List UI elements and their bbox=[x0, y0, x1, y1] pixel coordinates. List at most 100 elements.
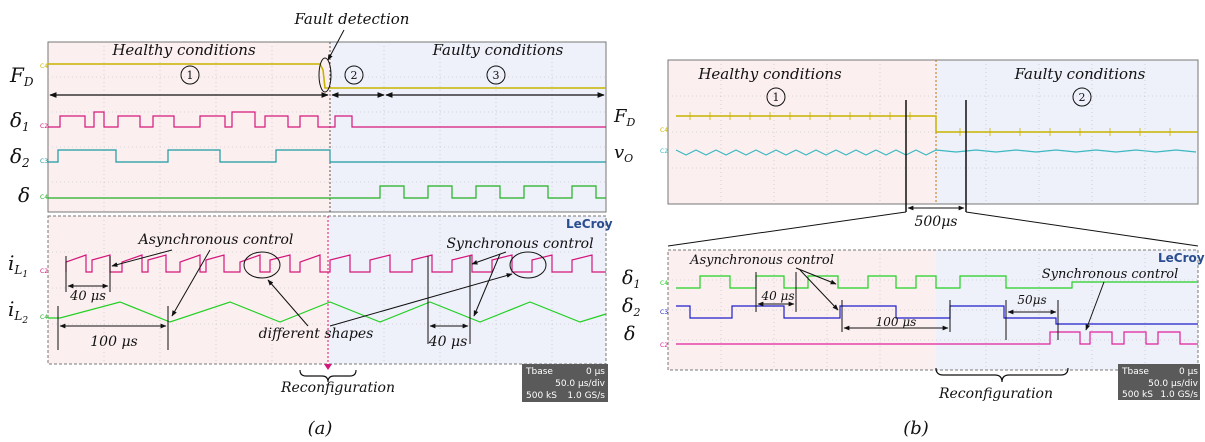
b-tbase: Tbase bbox=[1121, 367, 1149, 377]
b-timebase-box bbox=[1118, 364, 1200, 400]
b-zoom-proj-right bbox=[965, 211, 1199, 247]
a-healthy-region-b bbox=[48, 216, 330, 364]
a-label-il2: iL2 bbox=[8, 297, 28, 326]
b-sync-arrow bbox=[1085, 281, 1105, 331]
b-tbase-val: 0 μs bbox=[1179, 367, 1198, 377]
b-tag-c4: C4 bbox=[660, 127, 668, 134]
a-trace-fd bbox=[48, 63, 606, 89]
a-div: 50.0 μs/div bbox=[555, 379, 606, 389]
a-shape-ellipse-1 bbox=[243, 251, 281, 279]
a-trace-delta1 bbox=[48, 111, 606, 128]
b-label-delta2: δ2 bbox=[622, 295, 640, 319]
b-async-arrow-2 bbox=[799, 269, 839, 311]
b-trace-vo bbox=[675, 149, 1197, 156]
a-async-label: Asynchronous control bbox=[137, 232, 294, 248]
b-trace-delta bbox=[676, 331, 1198, 345]
a-interval-2: 2 bbox=[351, 69, 358, 82]
a-interval-1-circle bbox=[180, 65, 200, 85]
a-diff-arrow-2 bbox=[329, 273, 513, 327]
a-fault-detection-ellipse bbox=[318, 57, 332, 93]
b-samples: 500 kS bbox=[1122, 390, 1153, 400]
a-t40b: 40 μs bbox=[428, 334, 468, 350]
a-interval-1: 1 bbox=[187, 69, 194, 82]
a-diff-arrow-1 bbox=[267, 279, 309, 327]
a-sync-arrow-2 bbox=[473, 253, 501, 317]
b-sync-label: Synchronous control bbox=[1042, 267, 1179, 282]
a-trace-delta bbox=[48, 185, 606, 199]
b-interval-1: 1 bbox=[773, 91, 780, 104]
b-faulty-region-b bbox=[936, 250, 1198, 370]
b-interval-2: 2 bbox=[1079, 91, 1086, 104]
b-brand: LeCroy bbox=[1158, 251, 1205, 265]
a-shape-ellipse-2 bbox=[509, 251, 547, 279]
b-zoom-proj-left bbox=[667, 211, 907, 247]
a-tag-c4: C4 bbox=[40, 63, 48, 70]
a-async-arrow-2 bbox=[171, 249, 211, 317]
a-tag-c4c: C4 bbox=[40, 314, 48, 321]
b-interval-2-circle bbox=[1072, 87, 1092, 107]
a-fault-detection-arrow bbox=[327, 29, 345, 61]
b-interval-1-circle bbox=[766, 87, 786, 107]
a-reconfig-brace bbox=[299, 369, 357, 383]
b-tag-c3: C3 bbox=[660, 309, 668, 316]
b-fd-spikes bbox=[689, 112, 1171, 136]
a-caption: (a) bbox=[308, 418, 333, 439]
b-async-arrow-1 bbox=[795, 267, 837, 285]
b-caption: (b) bbox=[903, 418, 929, 439]
b-trace-fd bbox=[676, 115, 1198, 133]
a-tag-c3: C3 bbox=[40, 158, 48, 165]
b-healthy-title: Healthy conditions bbox=[697, 65, 842, 83]
a-label-il1: iL1 bbox=[8, 251, 28, 280]
a-trigger-marker bbox=[324, 364, 332, 370]
a-samples: 500 kS bbox=[526, 391, 557, 401]
a-healthy-title: Healthy conditions bbox=[111, 41, 256, 59]
a-tbase: Tbase bbox=[525, 367, 553, 377]
a-t40a: 40 μs bbox=[69, 289, 106, 304]
a-interval-2-circle bbox=[344, 65, 364, 85]
a-label-delta1: δ1 bbox=[10, 108, 30, 134]
b-trace-delta2 bbox=[676, 305, 1198, 325]
b-tag-c4b: C4 bbox=[660, 280, 668, 287]
a-sync-arrow-1 bbox=[471, 251, 507, 265]
a-tag-c2: C2 bbox=[40, 123, 48, 130]
b-reconfig: Reconfiguration bbox=[938, 386, 1053, 402]
b-label-delta: δ bbox=[624, 323, 635, 345]
a-tag-c2b: C2 bbox=[40, 268, 48, 275]
a-trace-delta2 bbox=[48, 149, 606, 163]
a-faulty-title: Faulty conditions bbox=[432, 41, 564, 59]
b-t50: 50μs bbox=[1017, 293, 1046, 307]
a-channel-tags: C4 C2 C3 C4 C2 C4 bbox=[40, 63, 48, 321]
a-tbase-val: 0 μs bbox=[586, 367, 605, 377]
a-diff-shapes: different shapes bbox=[259, 326, 374, 342]
b-div: 50.0 μs/div bbox=[1148, 379, 1199, 389]
b-faulty-title: Faulty conditions bbox=[1014, 65, 1146, 83]
a-timebase-box bbox=[522, 364, 608, 402]
b-zoom-label: 500μs bbox=[914, 214, 957, 230]
b-trace-delta1 bbox=[676, 275, 1198, 289]
b-tag-c2: C2 bbox=[660, 148, 668, 155]
b-grid-top bbox=[668, 60, 1198, 204]
a-label-fd: FD bbox=[9, 63, 34, 89]
b-reconfig-brace bbox=[935, 367, 1069, 383]
a-fault-detection: Fault detection bbox=[294, 10, 410, 28]
b-tag-c2b: C2 bbox=[660, 342, 668, 349]
b-rate: 1.0 GS/s bbox=[1160, 390, 1198, 400]
a-label-delta2: δ2 bbox=[10, 144, 30, 170]
a-interval-3-circle bbox=[486, 65, 506, 85]
b-t40: 40 μs bbox=[760, 289, 794, 303]
a-t100: 100 μs bbox=[90, 334, 137, 350]
a-rate: 1.0 GS/s bbox=[567, 391, 605, 401]
b-grid-bottom bbox=[668, 250, 1198, 370]
a-sync-label: Synchronous control bbox=[446, 236, 593, 252]
b-t100: 100 μs bbox=[876, 315, 917, 329]
a-brand: LeCroy bbox=[566, 217, 613, 231]
b-async-label: Asynchronous control bbox=[689, 253, 834, 268]
panel-a: LeCroy Tbase 0 μs 50.0 μs/div 500 kS 1.0… bbox=[8, 10, 636, 439]
a-tag-c4b: C4 bbox=[40, 194, 48, 201]
a-trace-il2 bbox=[48, 301, 607, 323]
a-label-right-vo: vO bbox=[614, 142, 633, 165]
a-label-delta: δ bbox=[18, 183, 30, 207]
a-interval-3: 3 bbox=[493, 69, 500, 82]
panel-b: C4 C2 1 2 Healthy conditions Faulty cond… bbox=[622, 59, 1205, 439]
